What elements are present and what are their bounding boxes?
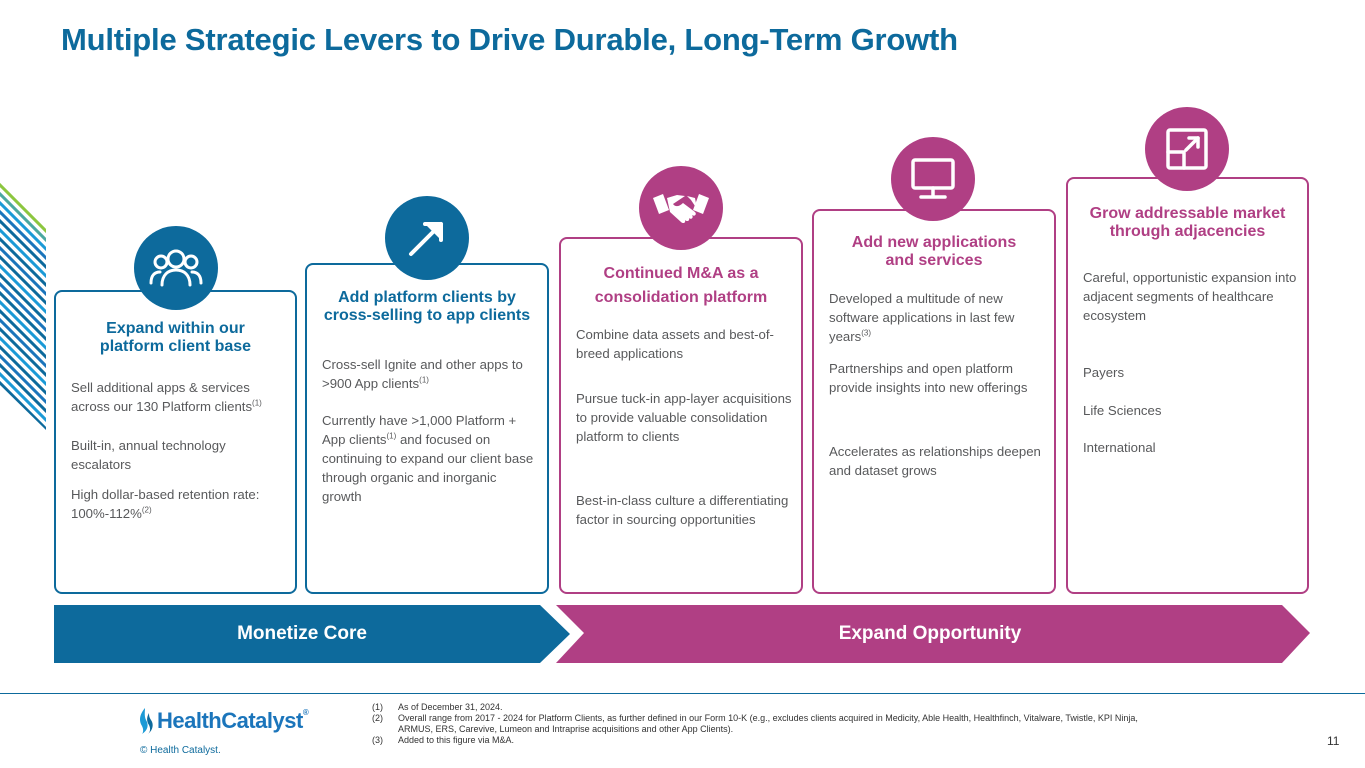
expand-window-icon bbox=[1145, 107, 1229, 191]
card-point: Currently have >1,000 Platform + App cli… bbox=[322, 413, 534, 504]
card-title: Expand within our platform client base bbox=[99, 320, 252, 355]
card-point: Payers bbox=[1083, 365, 1125, 380]
footer-divider bbox=[0, 693, 1365, 694]
expand-opportunity-label: Expand Opportunity bbox=[838, 623, 1022, 644]
people-group-icon bbox=[134, 226, 218, 310]
card-point: Cross-sell Ignite and other apps to >900… bbox=[322, 357, 523, 391]
card-point: Pursue tuck-in app-layer acquisitions to… bbox=[576, 391, 792, 444]
card-point: Developed a multitude of new software ap… bbox=[829, 291, 1015, 344]
flame-icon bbox=[140, 708, 153, 734]
card-point: International bbox=[1083, 440, 1156, 455]
monitor-icon bbox=[891, 137, 975, 221]
health-catalyst-logo: HealthCatalyst® bbox=[138, 707, 309, 735]
card-point: Accelerates as relationships deepen and … bbox=[829, 444, 1041, 478]
card-point: Combine data assets and best-of-breed ap… bbox=[576, 327, 774, 361]
card-point: Life Sciences bbox=[1083, 403, 1162, 418]
monetize-core-label: Monetize Core bbox=[237, 623, 367, 644]
expand-opportunity-arrow bbox=[54, 605, 570, 663]
lever-card-expand-platform: Expand within our platform client base S… bbox=[54, 290, 297, 594]
card-point: Built-in, annual technology escalators bbox=[71, 438, 226, 472]
decorative-stripes bbox=[0, 145, 46, 430]
page-number: 11 bbox=[1327, 734, 1340, 748]
copyright-text: © Health Catalyst. bbox=[140, 745, 221, 756]
footnotes: (1) As of December 31, 2024. (2) Overall r… bbox=[372, 702, 1152, 746]
lever-card-mergers-acquisitions: Continued M&A as a consolidation platfor… bbox=[559, 237, 803, 594]
card-point: High dollar-based retention rate: 100%-1… bbox=[71, 487, 260, 521]
footnote: (2) Overall range from 2017 - 2024 for Pl… bbox=[372, 713, 1138, 734]
card-point: Sell additional apps & services across o… bbox=[71, 380, 262, 414]
handshake-icon bbox=[639, 166, 723, 250]
card-point: Careful, opportunistic expansion into ad… bbox=[1083, 270, 1297, 323]
card-title: Grow addressable market through adjacenc… bbox=[1089, 205, 1286, 240]
card-title: Continued M&A as a consolidation platfor… bbox=[594, 265, 768, 306]
card-point: Best-in-class culture a differentiating … bbox=[576, 493, 789, 527]
card-title: Add new applications and services bbox=[851, 234, 1017, 269]
footnote: (1) As of December 31, 2024. bbox=[372, 702, 503, 712]
card-title: Add platform clients by cross-selling to… bbox=[323, 289, 531, 324]
monetize-core-arrow bbox=[556, 605, 1310, 663]
card-point: Partnerships and open platform provide i… bbox=[829, 361, 1028, 395]
lever-card-new-applications: Add new applications and services Develo… bbox=[812, 209, 1056, 594]
lever-card-adjacencies: Grow addressable market through adjacenc… bbox=[1066, 177, 1309, 594]
footnote: (3) Added to this figure via M&A. bbox=[372, 735, 515, 745]
page-title: Multiple Strategic Levers to Drive Durab… bbox=[61, 22, 958, 57]
trend-arrow-icon bbox=[385, 196, 469, 280]
lever-card-cross-sell: Add platform clients by cross-selling to… bbox=[305, 263, 549, 594]
